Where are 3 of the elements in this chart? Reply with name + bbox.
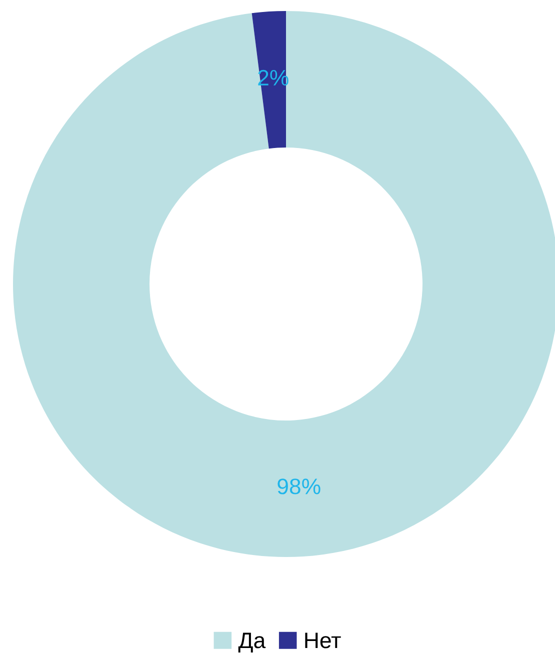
data-label: 98%	[278, 478, 320, 494]
legend-label: Нет	[305, 632, 341, 648]
legend-label: Да	[238, 632, 266, 652]
